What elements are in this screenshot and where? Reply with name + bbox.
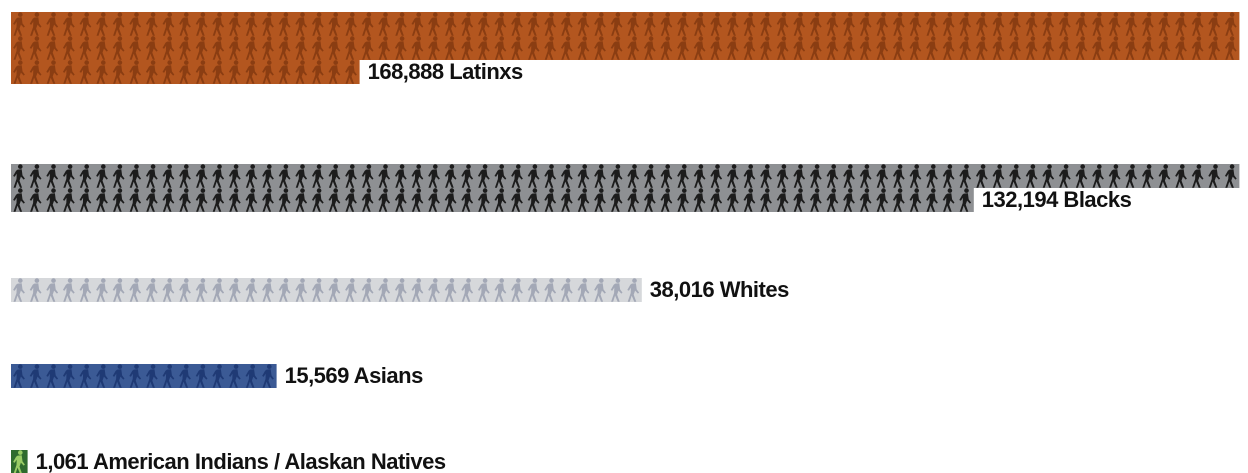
bar-blacks: 132,194 Blacks	[11, 164, 1240, 212]
data-label-whites: 38,016 Whites	[650, 277, 789, 302]
bar-segment	[11, 164, 1240, 188]
bar-segment	[11, 36, 1240, 60]
bar-latinxs: 168,888 Latinxs	[11, 12, 1240, 84]
data-label-american-indians-alaskan-natives: 1,061 American Indians / Alaskan Natives	[36, 449, 446, 473]
data-label-asians: 15,569 Asians	[285, 363, 423, 388]
bar-whites: 38,016 Whites	[11, 277, 790, 302]
bar-asians: 15,569 Asians	[11, 363, 424, 388]
bar-segment	[11, 12, 1240, 36]
bar-american-indians-alaskan-natives: 1,061 American Indians / Alaskan Natives	[11, 449, 446, 473]
data-label-latinxs: 168,888 Latinxs	[368, 59, 523, 84]
data-label-blacks: 132,194 Blacks	[982, 187, 1132, 212]
